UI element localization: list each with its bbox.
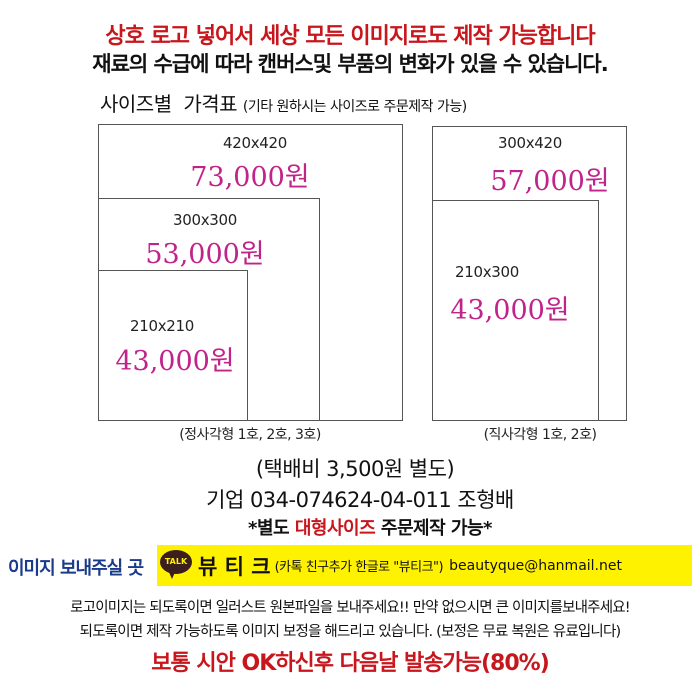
size-label: 300x300: [172, 211, 238, 229]
shipping-fee: (택배비 3,500원 별도): [255, 457, 455, 481]
custom-order-note: *별도 대형사이즈 주문제작 가능*: [248, 518, 492, 539]
kakao-id: 뷰 티 크: [198, 554, 271, 579]
notice: 재료의 수급에 따라 캔버스및 부품의 변화가 있을 수 있습니다.: [92, 52, 608, 76]
rect-300-box: [432, 200, 599, 421]
price: 43,000원: [115, 346, 235, 377]
contact-label: 이미지 보내주실 곳: [8, 558, 144, 579]
size-label: 300x420: [497, 134, 563, 152]
square-210-box: [98, 270, 248, 421]
size-label: 420x420: [222, 134, 288, 152]
price: 57,000원: [490, 166, 610, 197]
price: 43,000원: [450, 295, 570, 326]
price: 73,000원: [190, 162, 310, 193]
price: 53,000원: [145, 239, 265, 270]
note-line: 로고이미지는 되도록이면 일러스트 원본파일을 보내주세요!! 만약 없으시면 …: [70, 600, 630, 616]
bank-account: 기업 034-074624-04-011 조형배: [206, 488, 514, 512]
kakao-note: (카톡 친구추가 한글로 "뷰티크"): [274, 560, 444, 575]
size-label: 210x300: [454, 263, 520, 281]
note-line: 되도록이면 제작 가능하도록 이미지 보정을 해드리고 있습니다. (보정은 무…: [79, 624, 621, 640]
title-note: (기타 원하시는 사이즈로 주문제작 가능): [242, 99, 467, 115]
kakaotalk-icon: TALK: [160, 549, 192, 582]
size-label: 210x210: [129, 317, 195, 335]
square-caption: (정사각형 1호, 2호, 3호): [179, 427, 321, 443]
price-table-title: 사이즈별 가격표 (기타 원하시는 사이즈로 주문제작 가능): [100, 92, 467, 116]
contact-box: TALK 뷰 티 크 (카톡 친구추가 한글로 "뷰티크") beautyque…: [157, 545, 692, 586]
email-link[interactable]: beautyque@hanmail.net: [449, 557, 622, 574]
shipping-time-note: 보통 시안 OK하신후 다음날 발송가능(80%): [151, 651, 550, 676]
rect-caption: (직사각형 1호, 2호): [483, 427, 597, 443]
headline: 상호 로고 넣어서 세상 모든 이미지로도 제작 가능합니다: [105, 24, 595, 49]
